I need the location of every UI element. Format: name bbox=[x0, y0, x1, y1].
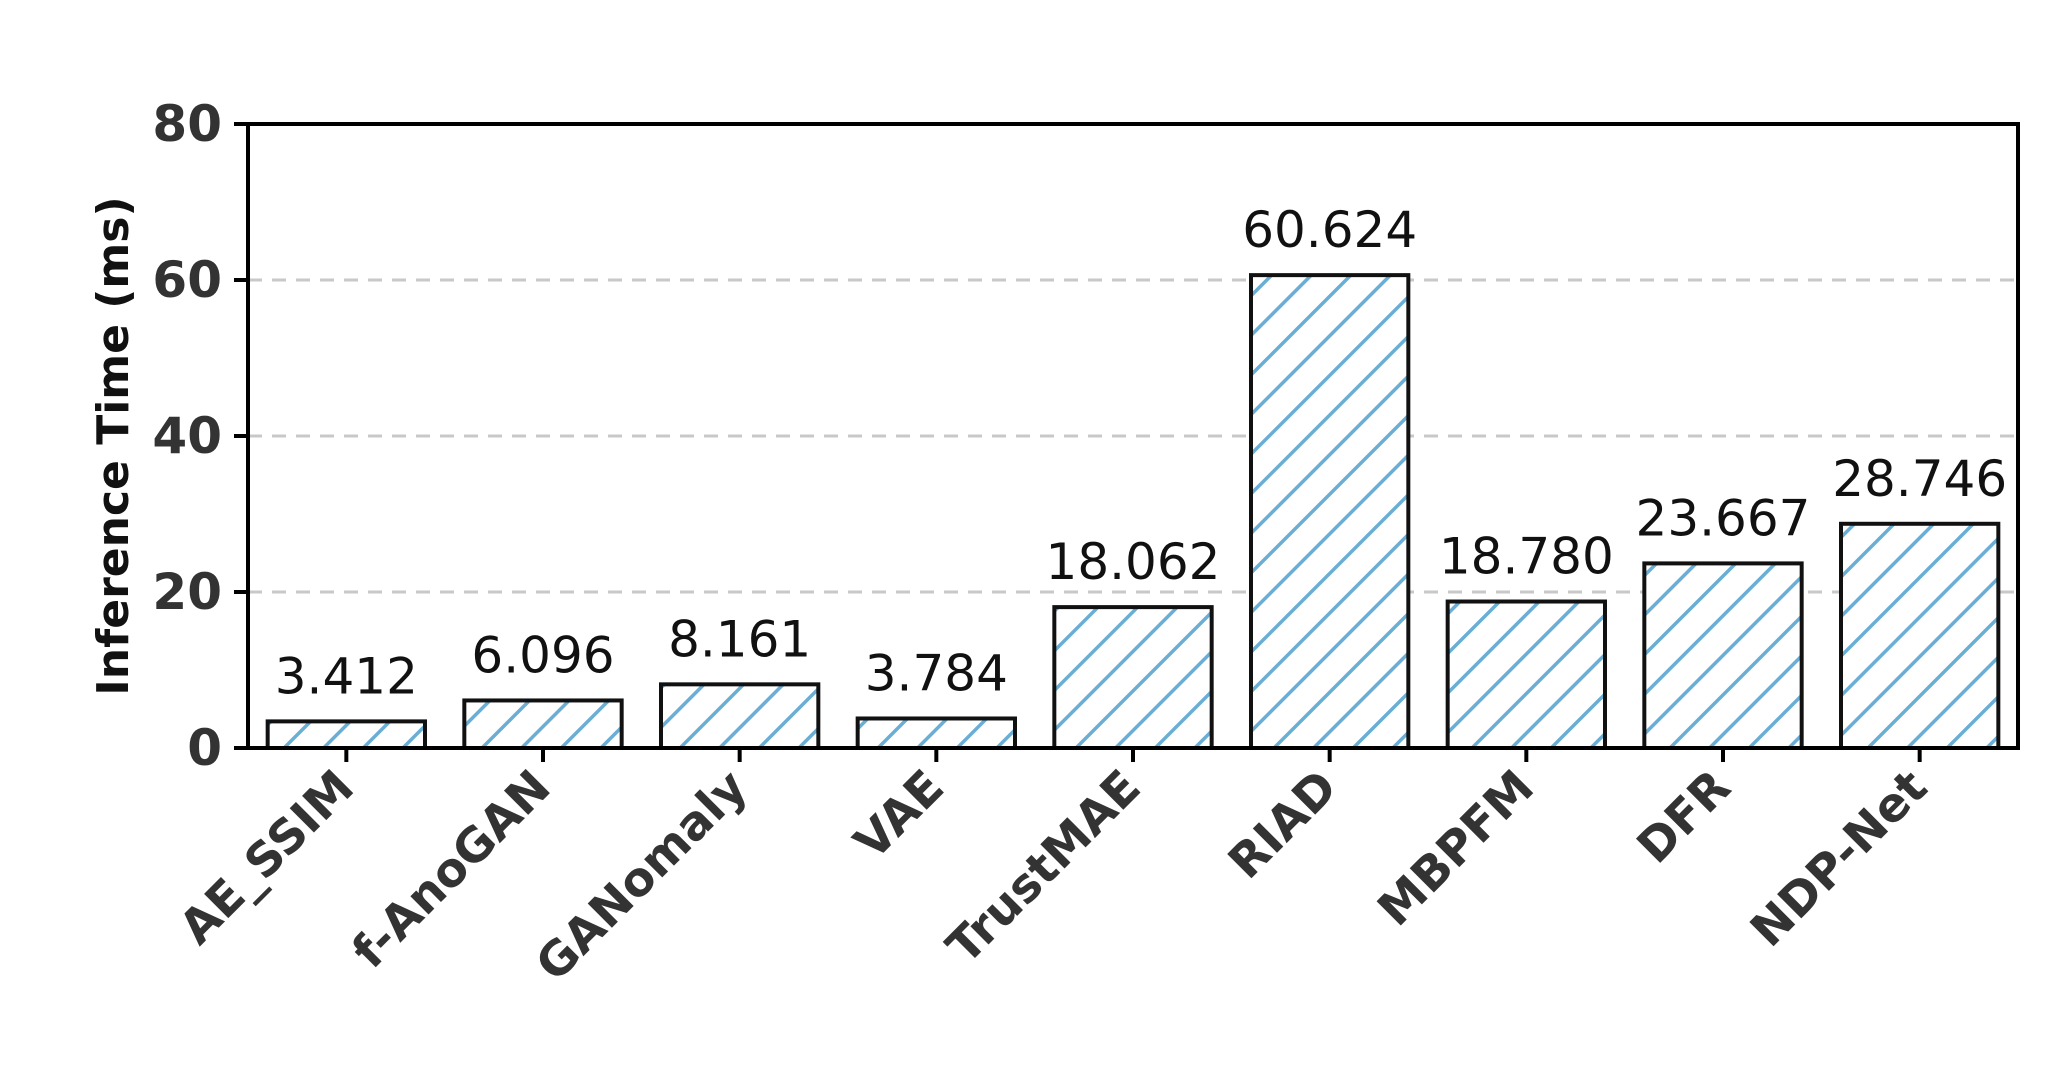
x-tick-label: VAE bbox=[844, 760, 955, 871]
bar bbox=[1445, 599, 1607, 750]
x-tick-label: GANomaly bbox=[526, 760, 759, 993]
x-tick-label: f-AnoGAN bbox=[342, 760, 562, 980]
bar bbox=[1052, 605, 1214, 750]
data-label: 28.746 bbox=[1832, 450, 2007, 508]
data-label: 60.624 bbox=[1242, 201, 1417, 259]
x-tick-label: MBPFM bbox=[1367, 760, 1544, 937]
data-label: 8.161 bbox=[668, 610, 811, 668]
y-tick-label: 60 bbox=[152, 251, 222, 309]
x-tick-label: AE_SSIM bbox=[169, 760, 365, 956]
data-labels: 3.412 6.096 8.161 3.784 18.062 60.624 18.780 23… bbox=[275, 201, 2007, 705]
bar bbox=[1642, 561, 1804, 750]
data-label: 23.667 bbox=[1636, 489, 1811, 547]
data-label: 6.096 bbox=[471, 626, 614, 684]
y-axis-title: Inference Time (ms) bbox=[88, 196, 139, 695]
x-tick-label: RIAD bbox=[1218, 760, 1348, 890]
bar bbox=[855, 716, 1018, 751]
y-axis: 0 20 40 60 80 bbox=[152, 95, 248, 777]
bar bbox=[1839, 521, 2001, 750]
y-tick-label: 20 bbox=[152, 563, 222, 621]
y-tick-label: 40 bbox=[152, 407, 222, 465]
data-label: 18.062 bbox=[1046, 533, 1221, 591]
y-tick-label: 0 bbox=[187, 719, 222, 777]
data-label: 3.412 bbox=[275, 647, 418, 705]
bar bbox=[462, 698, 624, 750]
y-tick-label: 80 bbox=[152, 95, 222, 153]
x-tick-label: NDP-Net bbox=[1740, 760, 1938, 958]
bars bbox=[265, 273, 2001, 751]
data-label: 18.780 bbox=[1439, 528, 1614, 586]
bar bbox=[1249, 273, 1411, 750]
x-tick-label: DFR bbox=[1627, 760, 1742, 875]
bar bbox=[265, 719, 427, 751]
data-label: 3.784 bbox=[865, 644, 1008, 702]
bar bbox=[659, 682, 821, 750]
x-tick-label: TrustMAE bbox=[936, 760, 1151, 975]
